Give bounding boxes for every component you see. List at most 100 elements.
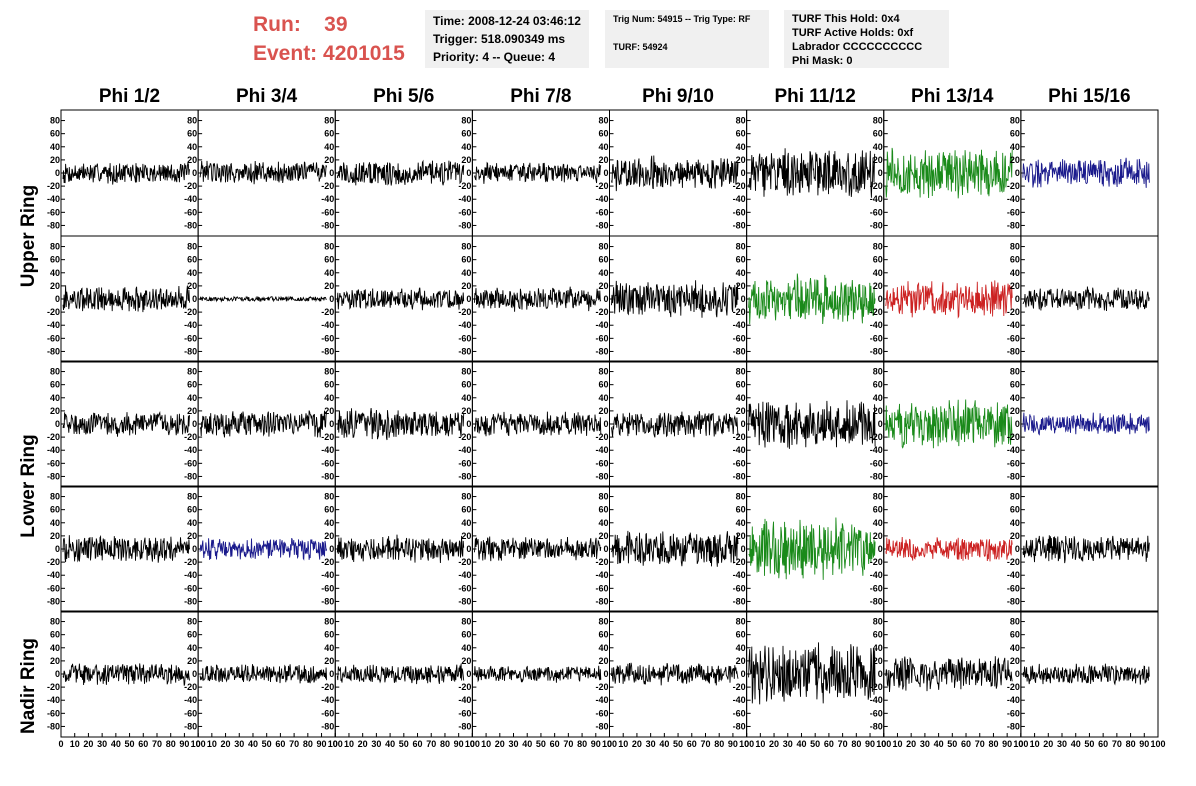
x-tick-label: 70 <box>563 739 573 749</box>
y-tick-label: 40 <box>324 518 334 528</box>
y-tick-label: 20 <box>598 281 608 291</box>
y-tick-label: 40 <box>873 518 883 528</box>
y-tick-label: 40 <box>461 142 471 152</box>
y-tick-label: 40 <box>50 393 60 403</box>
panel-r2-c5: -80 -60 -40 -20 0 20 40 60 80 <box>595 235 748 363</box>
y-tick-label: 20 <box>873 406 883 416</box>
y-tick-label: -80 <box>733 596 746 606</box>
x-tick-label: 60 <box>275 739 285 749</box>
y-tick-label: -20 <box>184 557 197 567</box>
y-tick-label: -60 <box>595 207 608 217</box>
y-tick-label: 80 <box>1010 492 1020 502</box>
y-tick-label: 80 <box>50 367 60 377</box>
x-tick-label: 100 <box>465 739 480 749</box>
y-tick-label: 60 <box>50 380 60 390</box>
panel-r1-c4: -80 -60 -40 -20 0 20 40 60 80 <box>458 109 610 237</box>
y-tick-label: 40 <box>50 142 60 152</box>
y-tick-label: 80 <box>461 492 471 502</box>
y-tick-label: 20 <box>598 406 608 416</box>
y-tick-label: -60 <box>321 458 334 468</box>
y-tick-label: 40 <box>50 518 60 528</box>
y-tick-label: 60 <box>598 255 608 265</box>
turf-text: TURF: 54924 <box>613 42 668 52</box>
y-tick-label: 60 <box>187 129 197 139</box>
y-tick-label: 20 <box>50 281 60 291</box>
x-tick-label: 0 <box>470 739 475 749</box>
y-tick-label: -60 <box>870 708 883 718</box>
x-tick-label: 90 <box>1139 739 1149 749</box>
y-tick-label: 40 <box>736 142 746 152</box>
y-tick-label: 80 <box>598 617 608 627</box>
x-tick-label: 80 <box>166 739 176 749</box>
y-tick-label: -40 <box>47 445 60 455</box>
panel-r4-c6: -80 -60 -40 -20 0 20 40 60 80 <box>733 485 885 613</box>
y-tick-label: 0 <box>192 419 197 429</box>
y-tick-label: -80 <box>458 721 471 731</box>
y-tick-label: 80 <box>50 617 60 627</box>
x-tick-label: 30 <box>371 739 381 749</box>
x-tick-label: 70 <box>700 739 710 749</box>
y-tick-label: -80 <box>321 220 334 230</box>
y-tick-label: 60 <box>324 255 334 265</box>
y-tick-label: 20 <box>1010 281 1020 291</box>
waveform-line <box>337 407 465 441</box>
x-tick-label: 70 <box>152 739 162 749</box>
y-tick-label: 0 <box>55 419 60 429</box>
y-tick-label: -40 <box>184 695 197 705</box>
y-tick-label: 60 <box>187 255 197 265</box>
y-tick-label: 60 <box>598 380 608 390</box>
y-tick-label: -20 <box>733 432 746 442</box>
x-tick-label: 60 <box>961 739 971 749</box>
x-tick-label: 80 <box>577 739 587 749</box>
y-tick-label: -80 <box>870 596 883 606</box>
time-info-box: Time: 2008-12-24 03:46:12 Trigger: 518.0… <box>425 10 589 68</box>
waveform-line <box>336 534 465 564</box>
y-tick-label: 80 <box>873 367 883 377</box>
y-tick-label: -40 <box>458 570 471 580</box>
y-tick-label: 80 <box>50 242 60 252</box>
y-tick-label: -20 <box>458 181 471 191</box>
x-tick-label: 20 <box>906 739 916 749</box>
y-tick-label: 60 <box>187 630 197 640</box>
y-tick-label: 20 <box>598 531 608 541</box>
y-tick-label: 60 <box>873 630 883 640</box>
y-tick-label: -20 <box>321 557 334 567</box>
y-tick-label: -80 <box>1007 596 1020 606</box>
x-tick-label: 50 <box>810 739 820 749</box>
y-tick-label: -20 <box>184 181 197 191</box>
y-tick-label: -40 <box>733 445 746 455</box>
panel-r2-c2: -80 -60 -40 -20 0 20 40 60 80 <box>184 235 336 363</box>
y-tick-label: -40 <box>733 194 746 204</box>
y-tick-label: 80 <box>324 116 334 126</box>
x-tick-label: 60 <box>824 739 834 749</box>
waveform-line <box>199 295 327 303</box>
y-tick-label: -40 <box>1007 320 1020 330</box>
y-tick-label: 0 <box>466 669 471 679</box>
y-tick-label: -60 <box>458 708 471 718</box>
panel-frame <box>471 360 610 488</box>
y-tick-label: -20 <box>595 682 608 692</box>
column-header-7: Phi 13/14 <box>911 86 994 107</box>
y-tick-label: 80 <box>187 492 197 502</box>
turf-active-text: TURF Active Holds: 0xf <box>792 27 914 39</box>
y-tick-label: 40 <box>873 268 883 278</box>
y-tick-label: -20 <box>321 181 334 191</box>
y-tick-label: -20 <box>321 432 334 442</box>
y-tick-label: 40 <box>873 142 883 152</box>
y-tick-label: -80 <box>870 721 883 731</box>
y-tick-label: -80 <box>47 596 60 606</box>
y-tick-label: 80 <box>873 116 883 126</box>
y-tick-label: 40 <box>736 518 746 528</box>
y-tick-label: 40 <box>598 142 608 152</box>
x-tick-label: 20 <box>769 739 779 749</box>
y-tick-label: -80 <box>595 346 608 356</box>
x-tick-label: 50 <box>125 739 135 749</box>
y-tick-label: 60 <box>461 380 471 390</box>
y-tick-label: 80 <box>187 617 197 627</box>
y-tick-label: -60 <box>1007 333 1020 343</box>
x-tick-label: 50 <box>399 739 409 749</box>
y-tick-label: 20 <box>187 281 197 291</box>
y-tick-label: 60 <box>50 505 60 515</box>
column-header-2: Phi 3/4 <box>236 86 298 107</box>
column-header-8: Phi 15/16 <box>1048 86 1131 107</box>
